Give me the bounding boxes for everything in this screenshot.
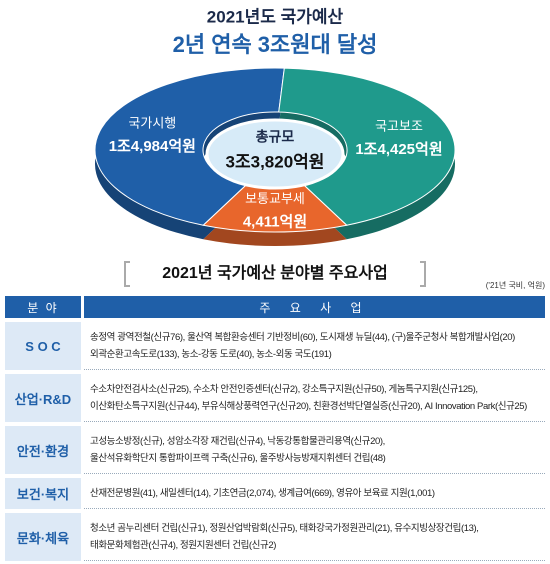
center-label: 총규모 [256, 129, 295, 145]
bracket [124, 261, 130, 287]
row-field: 안전·환경 [5, 426, 81, 474]
segment [278, 67, 456, 226]
item-line: 외곽순환고속도로(133), 농소-강동 도로(40), 농소-외동 국도(19… [90, 348, 332, 360]
chart-title: 2021년도 국가예산 [207, 7, 344, 26]
row-field: 문화·체육 [5, 513, 81, 561]
item-line: 태화문화체험관(신규4), 정원지원센터 건립(신규2) [90, 539, 276, 551]
value-label: 1조4,425억원 [355, 140, 442, 158]
value-label: 4,411억원 [243, 212, 307, 230]
row-items: 청소년 곰누리센터 건립(신규1), 정원산업박람회(신규5), 태화강국가정원… [84, 513, 545, 561]
item-line: 울산석유화학단지 통합파이프랙 구축(신규6), 울주방사능방재지휘센터 건립(… [90, 452, 386, 464]
segment-label: 보통교부세 [245, 191, 305, 206]
item-line: 이산화탄소특구지원(신규44), 부유식해상풍력연구(신규20), 친환경선박단… [90, 400, 527, 412]
row-field: S O C [5, 322, 81, 370]
item-line: 수소차안전검사소(신규25), 수소차 안전인증센터(신규2), 강소특구지원(… [90, 383, 478, 395]
center-value: 3조3,820억원 [226, 152, 325, 171]
section-title: 2021년 국가예산 분야별 주요사업 [162, 263, 388, 282]
item-line: 청소년 곰누리센터 건립(신규1), 정원산업박람회(신규5), 태화강국가정원… [90, 522, 479, 534]
table-header: 분 야 [5, 296, 81, 318]
row-field: 보건·복지 [5, 478, 81, 509]
item-line: 송정역 광역전철(신규76), 울산역 복합환승센터 기반정비(60), 도시재… [90, 331, 515, 343]
row-items: 송정역 광역전철(신규76), 울산역 복합환승센터 기반정비(60), 도시재… [84, 322, 545, 370]
segment [94, 67, 285, 226]
chart: 2021년도 국가예산 2년 연속 3조원대 달성 2021년 국가예산 분야별… [94, 7, 546, 290]
segment-label: 국고보조 [375, 118, 423, 133]
item-line: 고성능소방정(신규), 성암소각장 재건립(신규4), 낙동강통합물관리용역(신… [90, 435, 385, 447]
value-label: 1조4,984억원 [109, 137, 196, 155]
chart-subtitle: 2년 연속 3조원대 달성 [173, 32, 378, 57]
center-disc [205, 118, 345, 190]
row-items: 산재전문병원(41), 새일센터(14), 기초연금(2,074), 생계급여(… [84, 478, 545, 509]
row-items: 수소차안전검사소(신규25), 수소차 안전인증센터(신규2), 강소특구지원(… [84, 374, 545, 422]
row-field: 산업·R&D [5, 374, 81, 422]
item-line: 산재전문병원(41), 새일센터(14), 기초연금(2,074), 생계급여(… [90, 487, 435, 499]
row-items: 고성능소방정(신규), 성암소각장 재건립(신규4), 낙동강통합물관리용역(신… [84, 426, 545, 474]
bracket [420, 261, 426, 287]
segment-label: 국가시행 [128, 115, 176, 130]
section-note: ('21년 국비, 억원) [486, 280, 546, 290]
table-header: 주 요 사 업 [84, 296, 545, 318]
